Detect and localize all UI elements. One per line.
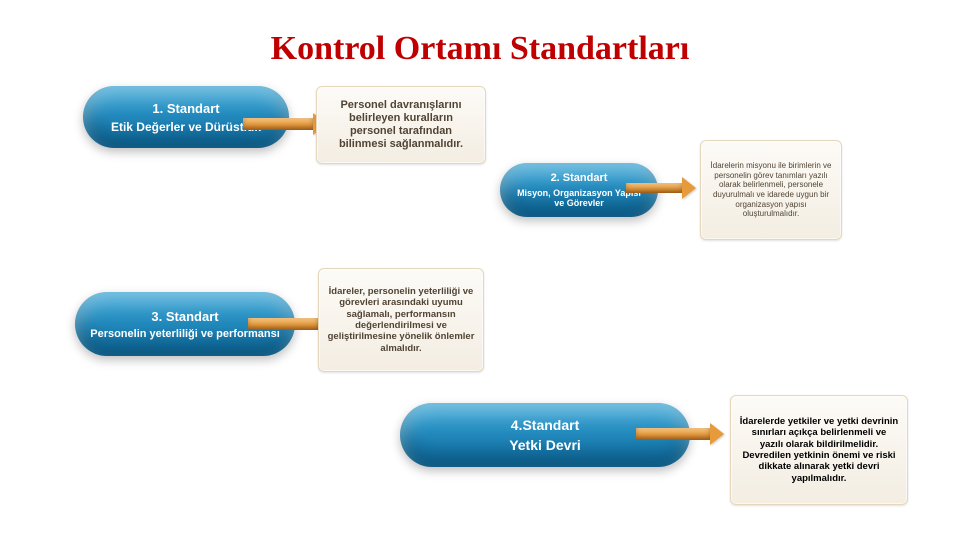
arrow-1	[243, 118, 313, 130]
standard-1-description: Personel davranışlarını belirleyen kural…	[316, 86, 486, 164]
arrow-4	[636, 428, 710, 440]
standard-2-title: 2. Standart	[551, 172, 608, 184]
arrow-3	[248, 318, 318, 330]
arrow-2	[626, 183, 682, 193]
standard-2-description: İdarelerin misyonu ile birimlerin ve per…	[700, 140, 842, 240]
standard-4-description: İdarelerde yetkiler ve yetki devrinin sı…	[730, 395, 908, 505]
standard-3-description: İdareler, personelin yeterliliği ve göre…	[318, 268, 484, 372]
diagram-stage: { "type": "infographic", "canvas": { "wi…	[0, 0, 960, 540]
standard-4-title: 4.Standart	[511, 417, 579, 433]
page-title: Kontrol Ortamı Standartları	[0, 30, 960, 68]
standard-1-pill: 1. Standart Etik Değerler ve Dürüstlük	[83, 86, 289, 148]
standard-4-subtitle: Yetki Devri	[495, 437, 595, 453]
standard-3-title: 3. Standart	[151, 309, 218, 324]
standard-1-title: 1. Standart	[152, 101, 219, 116]
